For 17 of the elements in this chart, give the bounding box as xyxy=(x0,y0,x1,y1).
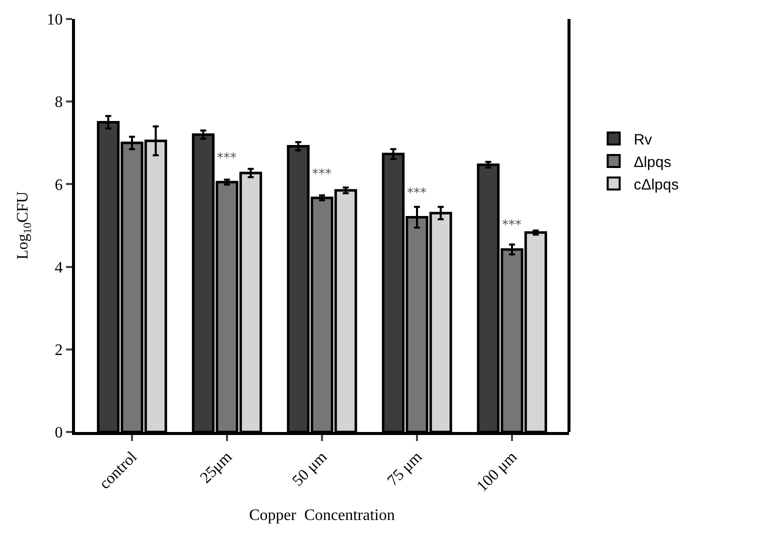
y-tick-label: 8 xyxy=(54,94,63,112)
y-tick-label: 0 xyxy=(54,424,63,442)
legend-label: Rv xyxy=(634,131,653,148)
x-axis-title: Copper Concentration xyxy=(249,507,395,524)
x-tick-label: 100 μm xyxy=(474,448,521,496)
annotation: *** xyxy=(312,167,332,182)
y-tick-label: 10 xyxy=(46,12,63,29)
y-tick-label: 4 xyxy=(54,259,63,276)
annotation: *** xyxy=(502,218,522,233)
y-tick-label: 2 xyxy=(54,342,63,359)
annotation: *** xyxy=(407,186,427,201)
x-tick-label: 50 μm xyxy=(289,448,331,490)
legend-label: cΔlpqs xyxy=(634,176,679,194)
x-tick-label: 75 μm xyxy=(384,448,426,490)
legend-label: Δlpqs xyxy=(634,154,672,171)
y-tick-label: 6 xyxy=(54,176,63,194)
annotation: *** xyxy=(217,151,237,166)
